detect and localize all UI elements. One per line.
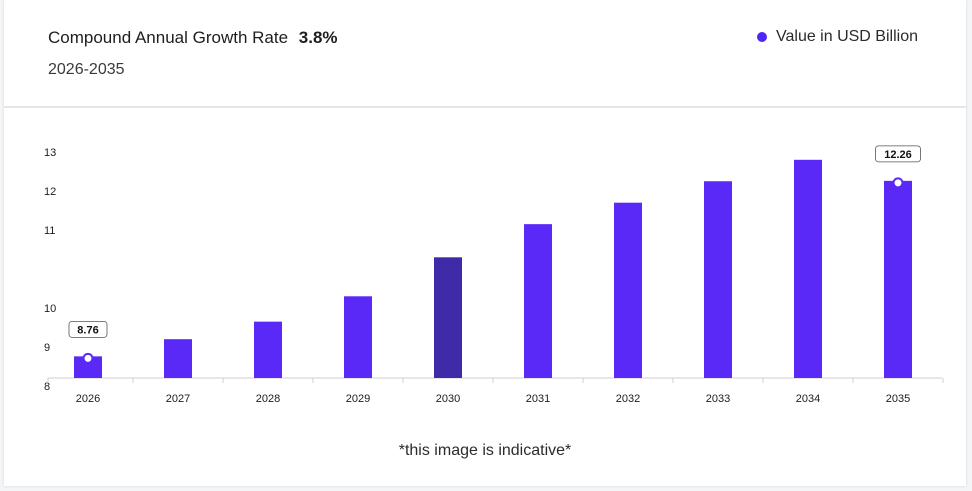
data-label: 8.76 [77, 324, 98, 336]
y-tick-label: 12 [44, 186, 56, 198]
bar-2028 [254, 321, 282, 378]
y-tick-label: 8 [44, 381, 50, 393]
bar-2032 [614, 202, 642, 378]
data-point-marker [892, 177, 904, 189]
chart-card: Compound Annual Growth Rate 3.8% 2026-20… [4, 0, 966, 486]
bar-chart: 8 9 10 11 12 13 2026 2027 2028 2029 2030 2031 2032 20… [44, 145, 944, 405]
x-tick-label: 2035 [886, 393, 910, 405]
bar-2027 [164, 339, 192, 378]
legend: Value in USD Billion [757, 28, 918, 46]
y-tick-label: 9 [44, 342, 50, 354]
indicative-note: *this image is indicative* [398, 442, 572, 459]
data-label-box [875, 145, 921, 163]
x-tick-label: 2026 [76, 393, 100, 405]
x-tick-label: 2033 [706, 393, 730, 405]
cagr-line: Compound Annual Growth Rate 3.8% [48, 28, 338, 48]
legend-label: Value in USD Billion [776, 28, 918, 45]
x-tick-label: 2031 [526, 393, 550, 405]
x-tick-label: 2032 [616, 393, 640, 405]
legend-dot-icon [757, 32, 767, 42]
y-tick-label: 11 [44, 225, 55, 237]
bar-2030 [434, 257, 462, 378]
bar-2033 [704, 181, 732, 378]
cagr-label: Compound Annual Growth Rate [48, 28, 289, 47]
period-label: 2026-2035 [48, 61, 125, 78]
data-label-box [68, 320, 108, 338]
chart-header: Compound Annual Growth Rate 3.8% 2026-20… [4, 0, 966, 108]
x-tick-label: 2029 [346, 393, 370, 405]
x-tick-label: 2027 [166, 393, 190, 405]
bar-2026 [74, 356, 102, 378]
bar-2034 [794, 159, 822, 378]
bar-2029 [344, 296, 372, 378]
y-tick-label: 13 [44, 147, 56, 159]
y-tick-label: 10 [44, 303, 56, 315]
x-tick-label: 2034 [796, 393, 820, 405]
cagr-value: 3.8% [298, 28, 338, 47]
x-tick-label: 2028 [256, 393, 280, 405]
data-point-marker [82, 352, 94, 364]
bar-2031 [524, 224, 552, 378]
x-tick-label: 2030 [436, 393, 460, 405]
data-label: 12.26 [884, 149, 912, 161]
bar-2035 [884, 180, 912, 378]
